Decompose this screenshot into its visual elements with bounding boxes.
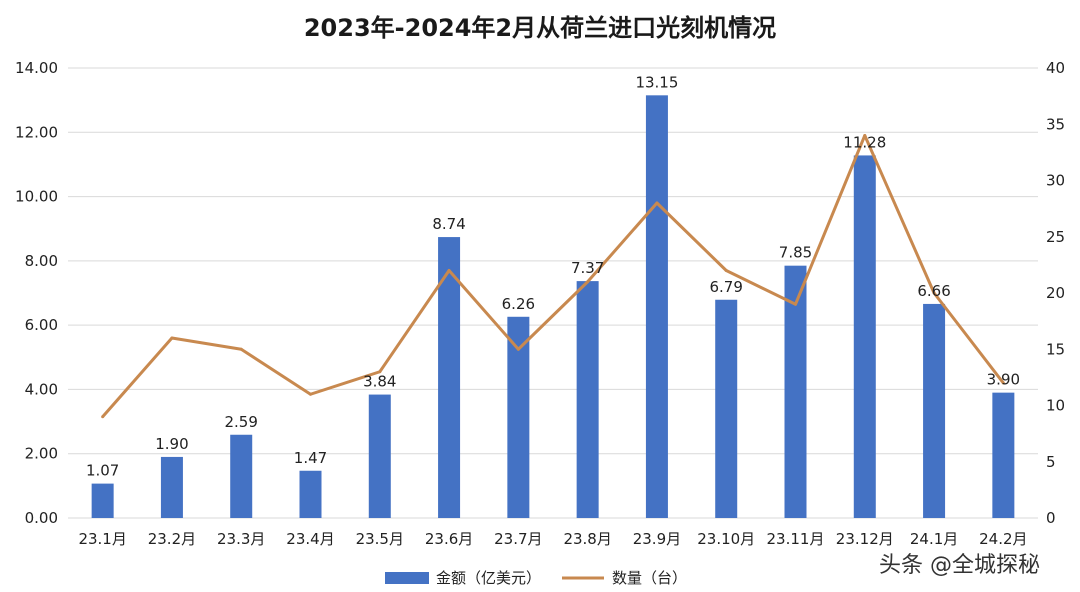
left-axis-ticks: 0.00 2.00 4.00 6.00 8.00 10.00 12.00 14.00 [15, 59, 58, 527]
bar [645, 95, 668, 519]
category-label: 23.8月 [563, 530, 611, 548]
line-point [516, 347, 520, 351]
left-tick-label: 8.00 [25, 252, 58, 270]
right-tick-label: 20 [1046, 284, 1065, 302]
bar [784, 265, 807, 518]
bar [923, 303, 946, 518]
left-tick-label: 12.00 [15, 123, 58, 141]
left-tick-label: 6.00 [25, 316, 58, 334]
line-series [101, 134, 1005, 419]
bar-value-label: 13.15 [635, 73, 678, 91]
right-tick-label: 15 [1046, 340, 1065, 358]
right-tick-label: 25 [1046, 228, 1065, 246]
category-label: 23.9月 [633, 530, 681, 548]
category-label: 23.12月 [836, 530, 894, 548]
category-label: 23.6月 [425, 530, 473, 548]
category-label: 23.1月 [78, 530, 126, 548]
line-point [309, 392, 312, 396]
line-point [239, 347, 243, 351]
bar [715, 299, 738, 518]
line-point [378, 370, 382, 374]
bar-value-label: 1.47 [294, 449, 327, 467]
bar [853, 155, 876, 518]
line-point [447, 269, 451, 272]
left-tick-label: 2.00 [25, 445, 58, 463]
line-path [101, 134, 1005, 418]
left-tick-label: 0.00 [25, 509, 58, 527]
bar-value-label: 7.37 [571, 259, 604, 277]
bar-value-label: 3.84 [363, 373, 396, 391]
line-point [724, 269, 728, 272]
left-tick-label: 14.00 [15, 59, 58, 77]
line-point [794, 302, 797, 306]
right-tick-label: 30 [1046, 172, 1065, 190]
bar [507, 316, 530, 518]
line-point [170, 336, 174, 340]
bar [230, 434, 253, 518]
line-point [586, 280, 590, 284]
bar [576, 281, 599, 518]
bar-value-label: 8.74 [432, 215, 465, 233]
legend-bar-swatch [385, 572, 429, 584]
bar [992, 392, 1015, 518]
line-point [655, 201, 659, 205]
left-tick-label: 4.00 [25, 380, 58, 398]
category-label: 24.1月 [910, 530, 958, 548]
bar-value-label: 6.79 [710, 278, 743, 296]
category-labels: 23.1月 23.2月 23.3月 23.4月 23.5月 23.6月 23.7月 23.8月… [78, 530, 1027, 548]
bar-value-label: 2.59 [225, 413, 258, 431]
line-point [932, 291, 936, 295]
category-label: 23.4月 [286, 530, 334, 548]
watermark-text: 头条 @全城探秘 [879, 553, 1040, 578]
bar [299, 470, 322, 518]
category-label: 23.5月 [356, 530, 404, 548]
right-axis-ticks: 0 5 10 15 20 25 30 35 40 [1046, 59, 1065, 527]
right-tick-label: 0 [1046, 509, 1056, 527]
bar-value-label: 1.90 [155, 435, 188, 453]
gridlines [68, 67, 1038, 519]
line-point [1001, 381, 1005, 385]
line-point [863, 134, 867, 137]
line-point [101, 415, 105, 419]
category-label: 24.2月 [979, 530, 1027, 548]
right-tick-label: 5 [1046, 453, 1056, 471]
bar [438, 237, 461, 519]
bar-value-label: 3.90 [987, 371, 1020, 389]
legend-bar-label: 金额（亿美元） [436, 569, 541, 587]
left-tick-label: 10.00 [15, 188, 58, 206]
category-label: 23.2月 [148, 530, 196, 548]
legend: 金额（亿美元） 数量（台） [385, 569, 687, 587]
bar-value-label: 7.85 [779, 244, 812, 262]
bar [160, 456, 183, 518]
bar-value-label: 1.07 [86, 462, 119, 480]
right-tick-label: 35 [1046, 115, 1065, 133]
bar-value-label: 6.66 [917, 282, 950, 300]
category-label: 23.7月 [494, 530, 542, 548]
right-tick-label: 10 [1046, 397, 1065, 415]
bar-series [91, 95, 1015, 519]
bar [368, 394, 391, 518]
bar-value-label: 11.28 [843, 133, 886, 151]
category-label: 23.3月 [217, 530, 265, 548]
category-label: 23.11月 [767, 530, 825, 548]
data-labels: 1.07 1.90 2.59 1.47 3.84 8.74 6.26 7.37 13.15 6.7… [86, 73, 1020, 479]
right-tick-label: 40 [1046, 59, 1065, 77]
category-label: 23.10月 [697, 530, 755, 548]
bar [91, 483, 114, 518]
chart-title: 2023年-2024年2月从荷兰进口光刻机情况 [304, 14, 776, 42]
bar-value-label: 6.26 [502, 295, 535, 313]
legend-line-label: 数量（台） [612, 569, 687, 587]
